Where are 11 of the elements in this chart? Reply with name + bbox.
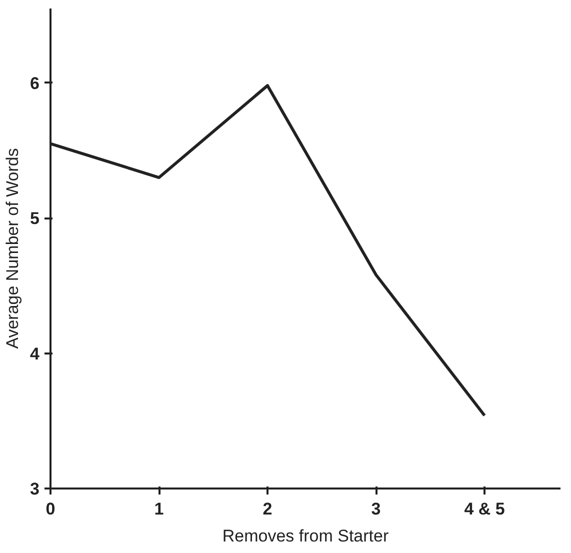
- x-axis-title: Removes from Starter: [222, 526, 389, 546]
- x-tick-label: 0: [46, 500, 56, 518]
- y-axis-title: Average Number of Words: [3, 148, 22, 349]
- y-tick-label: 3: [30, 480, 40, 498]
- x-tick-label: 3: [371, 500, 381, 518]
- x-tick-label: 1: [154, 500, 164, 518]
- y-tick-label: 5: [30, 209, 40, 228]
- y-tick-label: 6: [30, 74, 40, 93]
- x-tick-label: 4 & 5: [464, 500, 505, 518]
- y-tick-label: 4: [30, 344, 40, 364]
- x-tick-label: 2: [262, 500, 272, 518]
